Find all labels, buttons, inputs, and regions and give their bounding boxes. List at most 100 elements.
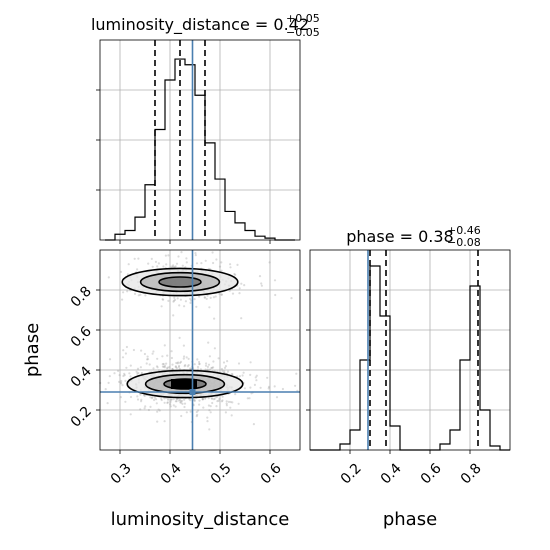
scatter-point: [207, 341, 210, 344]
scatter-point: [124, 352, 127, 355]
scatter-point: [147, 262, 150, 265]
scatter-point: [162, 362, 165, 366]
phase-title-plus: +0.46: [447, 224, 481, 237]
scatter-point: [213, 317, 216, 320]
scatter-point: [120, 379, 123, 383]
scatter-point: [267, 387, 270, 390]
scatter-point: [193, 399, 196, 403]
scatter-point: [121, 384, 124, 387]
scatter-point: [140, 400, 143, 403]
scatter-point: [202, 406, 205, 409]
scatter-point: [220, 269, 223, 272]
scatter-point: [165, 367, 169, 370]
scatter-point: [227, 400, 230, 403]
scatter-point: [208, 306, 211, 309]
x-tick-label-phase-1: 0.4: [378, 460, 405, 487]
scatter-point: [220, 400, 223, 403]
scatter-point: [170, 350, 173, 353]
scatter-point: [117, 369, 120, 372]
scatter-point: [174, 265, 177, 268]
scatter-point: [220, 261, 223, 264]
scatter-point: [118, 380, 121, 383]
scatter-point: [143, 394, 146, 397]
scatter-point: [206, 294, 209, 297]
scatter-point: [163, 344, 166, 347]
scatter-point: [155, 402, 158, 405]
scatter-point: [179, 400, 182, 403]
scatter-point: [174, 400, 177, 403]
contour-1-0: [126, 369, 244, 399]
scatter-point: [153, 396, 156, 399]
scatter-point: [194, 254, 197, 257]
scatter-point: [136, 398, 140, 401]
scatter-point: [248, 397, 251, 400]
scatter-point: [156, 357, 159, 360]
scatter-point: [139, 293, 142, 296]
truth-marker: [189, 389, 196, 395]
scatter-point: [209, 405, 212, 408]
scatter-point: [161, 298, 164, 301]
scatter-point: [185, 411, 188, 414]
scatter-point: [153, 398, 156, 402]
scatter-point: [119, 381, 122, 384]
scatter-point: [195, 262, 199, 265]
scatter-point: [273, 385, 276, 388]
scatter-point: [155, 398, 158, 401]
scatter-point: [181, 399, 184, 402]
scatter-point: [222, 361, 226, 364]
scatter-point: [172, 300, 175, 303]
scatter-point: [176, 397, 179, 400]
scatter-point: [142, 394, 146, 397]
scatter-point: [226, 360, 229, 363]
scatter-point: [146, 358, 149, 361]
scatter-point: [172, 299, 176, 302]
scatter-point: [157, 262, 160, 265]
scatter-point: [140, 372, 143, 375]
scatter-point: [162, 298, 165, 301]
scatter-point: [188, 398, 191, 401]
scatter-point: [129, 413, 132, 416]
scatter-point: [166, 401, 169, 405]
scatter-point: [204, 368, 207, 371]
scatter-point: [179, 401, 182, 404]
scatter-point: [206, 368, 209, 371]
x-tick-label-phase-2: 0.6: [418, 460, 445, 487]
scatter-point: [136, 372, 139, 375]
scatter-point: [234, 393, 237, 396]
scatter-point: [175, 397, 178, 401]
scatter-point: [107, 276, 110, 279]
scatter-point: [139, 408, 142, 411]
y-tick-label-phase-3: 0.8: [68, 284, 95, 311]
scatter-point: [140, 398, 143, 401]
scatter-point: [133, 257, 136, 260]
scatter-point: [181, 402, 184, 405]
scatter-point: [123, 372, 126, 375]
scatter-point: [206, 416, 209, 419]
scatter-point: [184, 364, 187, 367]
scatter-point: [238, 292, 241, 295]
scatter-point: [198, 363, 201, 366]
scatter-point: [216, 400, 219, 403]
scatter-point: [195, 415, 198, 418]
scatter-point: [179, 361, 182, 364]
scatter-point: [231, 292, 235, 295]
scatter-point: [203, 296, 206, 299]
scatter-point: [189, 367, 192, 370]
scatter-point: [158, 409, 161, 412]
scatter-point: [212, 366, 215, 369]
scatter-point: [295, 372, 298, 375]
scatter-point: [152, 350, 155, 353]
scatter-point: [211, 401, 214, 405]
scatter-point: [267, 385, 271, 388]
scatter-point: [220, 367, 223, 371]
density-level-0-2: [159, 277, 201, 287]
x-tick-label-phase-3: 0.8: [458, 460, 485, 487]
scatter-point: [177, 255, 180, 258]
scatter-point: [240, 282, 243, 285]
scatter-point: [228, 289, 231, 292]
contour-1-2: [163, 378, 207, 390]
scatter-point: [189, 297, 192, 300]
scatter-point: [195, 410, 198, 414]
scatter-point: [119, 396, 122, 399]
